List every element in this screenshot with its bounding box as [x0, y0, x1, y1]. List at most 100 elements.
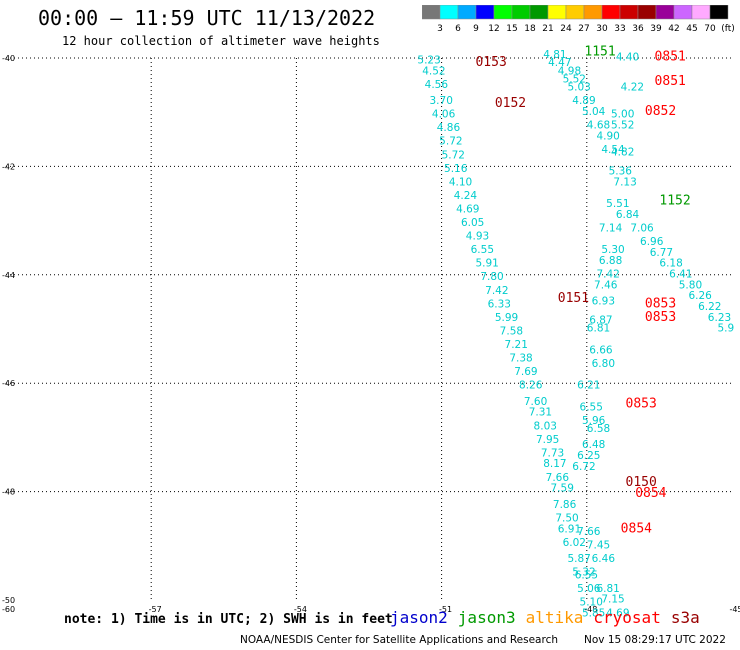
wave-height-point: 7.46	[594, 279, 618, 291]
wave-height-point: 4.06	[432, 109, 456, 121]
wave-height-point: 4.68	[587, 119, 610, 131]
pass-time-label: 0151	[558, 291, 589, 306]
pass-time-label: 0854	[621, 521, 652, 536]
wave-height-point: 4.47	[548, 57, 571, 69]
legend-cryosat: cryosat	[593, 608, 661, 627]
legend-altika: altika	[525, 608, 584, 627]
lat-tick-label: -44	[2, 271, 15, 280]
wave-height-point: 5.23	[417, 54, 440, 66]
wave-height-point: 5.85	[582, 607, 605, 619]
wave-height-point: 6.58	[587, 423, 610, 435]
wave-height-point: 7.06	[630, 222, 654, 234]
wave-height-point: 8.03	[534, 420, 557, 432]
scale-tick-label: 3	[437, 24, 443, 34]
wave-height-point: 3.70	[430, 95, 453, 107]
wave-height-point: 7.31	[529, 407, 552, 419]
scale-tick-label: 21	[542, 24, 553, 34]
wave-height-point: 7.60	[524, 396, 547, 408]
wave-height-point: 6.33	[488, 298, 511, 310]
wave-height-point: 5.16	[444, 163, 468, 175]
wave-height-point: 5.36	[609, 166, 633, 178]
wave-height-point: 4.82	[611, 147, 634, 159]
wave-height-point: 6.80	[592, 358, 615, 370]
wave-height-point: 7.95	[536, 434, 559, 446]
wave-height-point: 5.30	[601, 244, 624, 256]
scale-tick-label: 15	[506, 24, 517, 34]
wave-height-point: 6.46	[592, 553, 616, 565]
corner-label: -60	[2, 605, 15, 614]
color-scale: 3 6 9 12 15 18 21 24 27 30 33 36 39 42 45 70 (ft)	[422, 5, 735, 34]
map-subtitle: 12 hour collection of altimeter wave hei…	[62, 34, 380, 48]
pass-time-label: 0853	[626, 397, 657, 412]
pass-time-label: 0152	[495, 96, 526, 111]
wave-height-point: 5.06	[577, 583, 601, 595]
scale-swatch	[709, 5, 729, 20]
wave-height-point: 4.98	[558, 65, 581, 77]
wave-height-point: 7.14	[599, 222, 623, 234]
note-text: note: 1) Time is in UTC; 2) SWH is in fe…	[64, 612, 393, 627]
wave-height-point: 5.72	[439, 136, 462, 148]
scale-tick-label: 24	[560, 24, 572, 34]
scale-tick-label: 70	[704, 24, 716, 34]
wave-height-point: 7.66	[577, 526, 601, 538]
legend-jason3: jason3	[457, 608, 516, 627]
wave-height-point: 7.42	[485, 285, 508, 297]
wave-height-point: 4.90	[596, 130, 619, 142]
wave-height-point: 7.38	[509, 353, 532, 365]
wave-height-point: 7.80	[480, 271, 503, 283]
wave-height-point: 4.69	[606, 607, 629, 619]
credit-text: NOAA/NESDIS Center for Satellite Applica…	[240, 634, 558, 646]
pass-time-label: 0153	[475, 55, 506, 70]
wave-height-point: 4.56	[425, 79, 449, 91]
pass-time-label: 0851	[655, 74, 686, 89]
lat-tick-label: -46	[2, 379, 15, 388]
lat-tick-label: -48	[2, 488, 15, 497]
wave-height-point: 6.48	[582, 439, 605, 451]
wave-height-point: 6.55	[575, 569, 598, 581]
scale-tick-label: (ft)	[721, 24, 735, 34]
wave-height-point: 7.58	[500, 325, 523, 337]
wave-height-point: 4.10	[449, 176, 472, 188]
wave-height-point: 6.55	[580, 401, 603, 413]
wave-height-point: 8.17	[543, 458, 566, 470]
wave-height-point: 6.22	[698, 301, 721, 313]
scale-tick-label: 45	[686, 24, 697, 34]
wave-height-point: 6.81	[587, 323, 610, 335]
wave-height-point: 6.23	[708, 312, 731, 324]
lon-tick-label: -51	[439, 605, 452, 614]
wave-height-point: 6.41	[669, 269, 692, 281]
credit-line: NOAA/NESDIS Center for Satellite Applica…	[240, 634, 726, 646]
wave-height-point: 6.81	[596, 583, 619, 595]
wave-height-point: 5.99	[495, 312, 518, 324]
wave-height-point: 4.52	[422, 65, 445, 77]
wave-height-point: 6.25	[577, 450, 600, 462]
wave-height-point: 5.10	[580, 596, 603, 608]
scale-tick-label: 6	[455, 24, 461, 34]
pass-time-label: 1151	[584, 44, 615, 59]
legend-s3a: s3a	[670, 608, 700, 627]
lon-tick-label: -45	[729, 605, 740, 614]
wave-height-point: 4.93	[466, 231, 489, 243]
satellite-legend: jason2 jason3 altika cryosat s3a	[390, 608, 710, 627]
wave-height-point: 4.24	[454, 190, 478, 202]
wave-height-point: 7.69	[514, 366, 537, 378]
wave-height-point: 6.66	[589, 344, 613, 356]
wave-height-point: 6.72	[572, 461, 595, 473]
wave-height-point: 5.9	[717, 323, 734, 335]
wave-height-point: 7.73	[541, 447, 564, 459]
wave-height-point: 5.80	[679, 279, 702, 291]
pass-time-label: 0851	[655, 50, 686, 65]
wave-height-point: 7.66	[546, 472, 570, 484]
map-title: 00:00 – 11:59 UTC 11/13/2022	[38, 6, 376, 30]
scale-tick-label: 36	[632, 24, 644, 34]
lon-tick-label: -57	[149, 605, 162, 614]
wave-height-point: 6.77	[650, 247, 673, 259]
pass-time-label: 0852	[645, 104, 676, 119]
wave-height-point: 6.87	[589, 315, 612, 327]
lon-tick-label: -48	[584, 605, 597, 614]
wave-height-point: 7.86	[553, 499, 577, 511]
wave-height-point: 5.52	[611, 119, 634, 131]
legend-jason2: jason2	[390, 608, 448, 627]
wave-height-point: 7.59	[551, 483, 574, 495]
